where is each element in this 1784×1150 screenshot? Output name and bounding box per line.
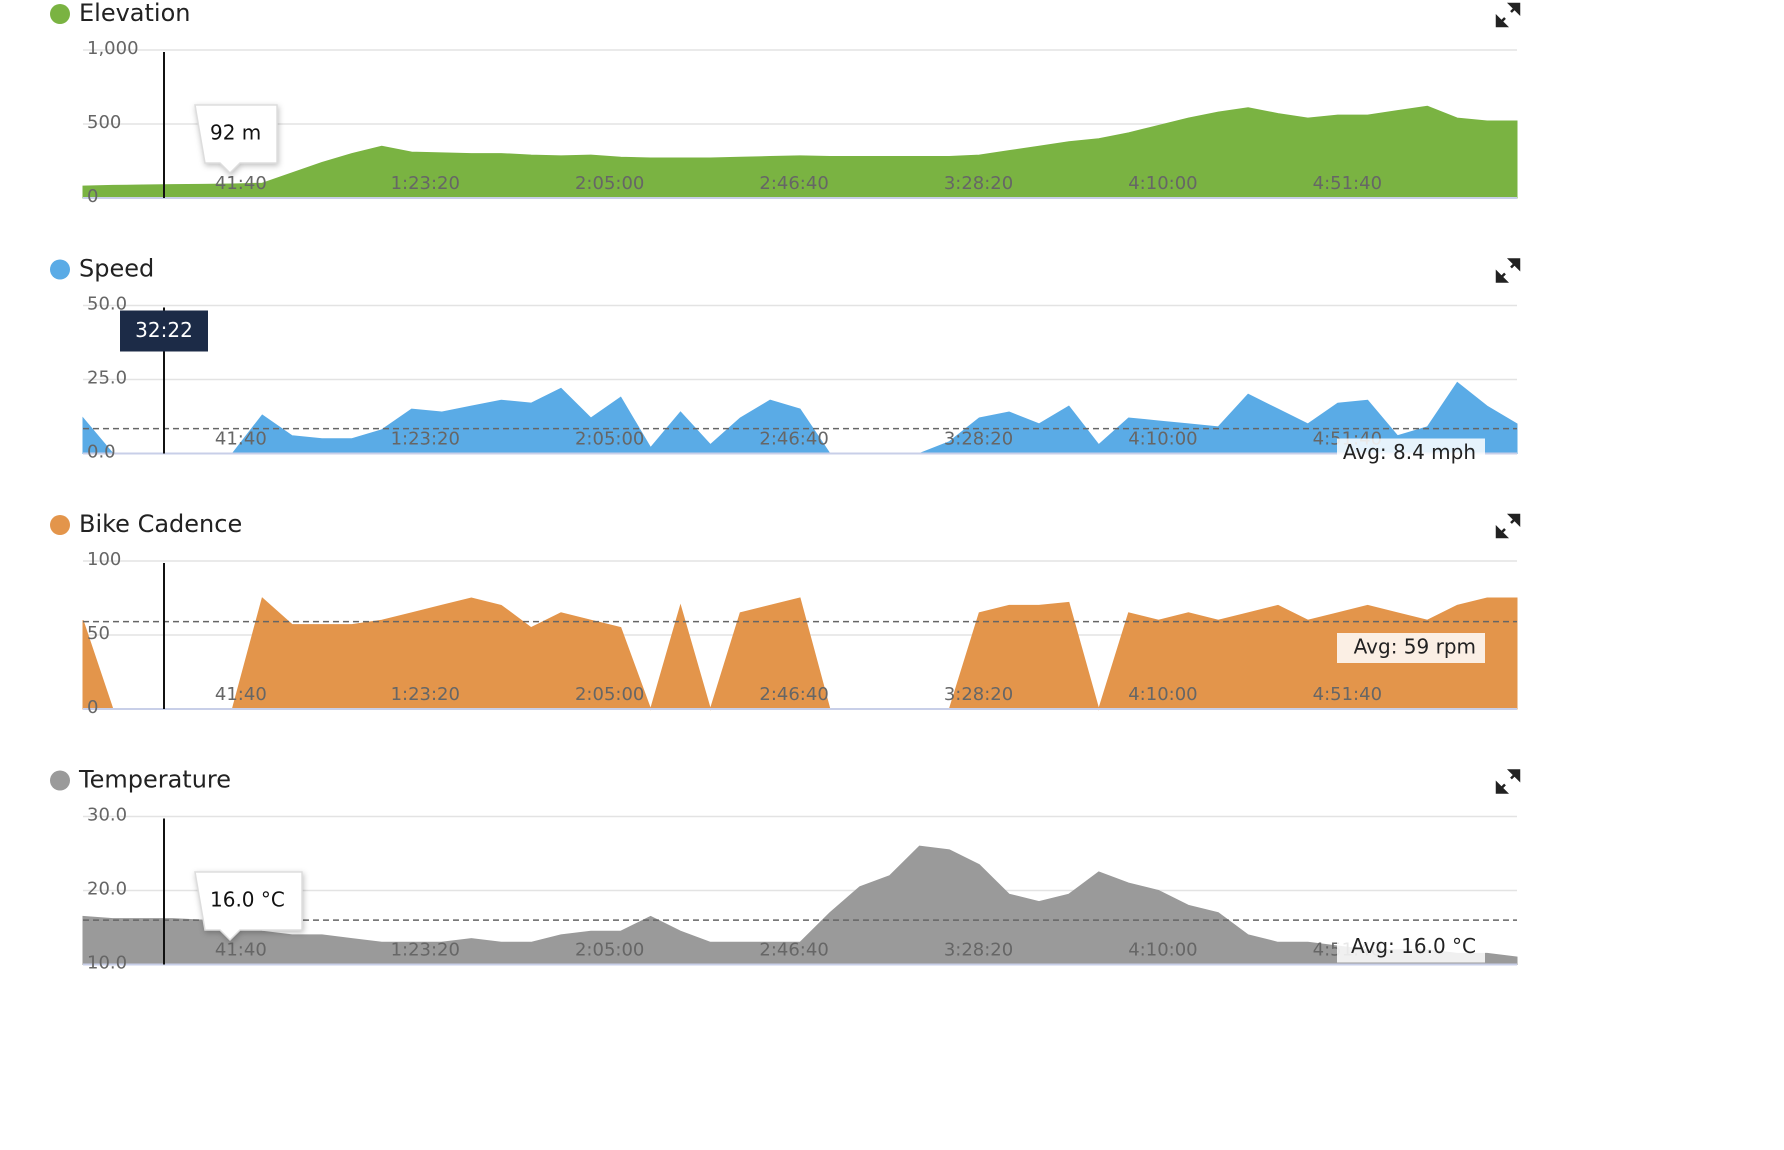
chart-title: Bike Cadence [79,510,242,538]
y-tick-label: 25.0 [87,368,127,389]
y-tick-label: 10.0 [87,953,127,974]
y-tick-label: 0.0 [87,442,116,463]
x-tick-label: 4:10:00 [1128,940,1197,961]
average-label-bg [1337,438,1485,469]
expand-button[interactable] [1495,2,1521,28]
area [82,381,1518,454]
expand-button[interactable] [1495,513,1521,539]
x-tick-label: 41:40 [215,684,267,705]
expand-button[interactable] [1495,258,1521,283]
x-tick-label: 4:10:00 [1128,684,1197,705]
series-dot [50,259,70,280]
x-tick-label: 2:05:00 [575,684,644,705]
x-tick-label: 4:10:00 [1128,173,1197,194]
chart-title: Temperature [78,766,231,794]
x-tick-label: 1:23:20 [391,684,460,705]
chart-title: Speed [79,255,154,283]
average-label: Avg: 16.0 °C [1351,934,1476,958]
x-tick-label: 41:40 [215,173,267,194]
area [82,597,1518,711]
y-tick-label: 100 [87,549,121,570]
y-tick-label: 50 [87,623,110,644]
expand-button[interactable] [1495,769,1521,794]
x-tick-label: 4:51:40 [1313,173,1382,194]
series-dot [50,770,70,791]
series-dot [50,515,70,535]
y-tick-label: 50.0 [87,294,127,315]
x-tick-label: 41:40 [215,940,267,961]
x-tick-label: 2:46:40 [759,940,828,961]
x-tick-label: 2:46:40 [759,173,828,194]
x-tick-label: 4:10:00 [1128,429,1197,450]
x-tick-label: 4:51:40 [1313,684,1382,705]
tooltip-box [120,310,208,352]
average-label-bg [1337,932,1485,963]
x-tick-label: 3:28:20 [944,173,1013,194]
x-tick-label: 2:05:00 [575,940,644,961]
y-tick-label: 30.0 [87,805,127,826]
expand-icon [1495,513,1521,539]
y-tick-label: 20.0 [87,879,127,900]
x-tick-label: 2:46:40 [759,684,828,705]
chart-title: Elevation [79,0,190,27]
x-tick-label: 1:23:20 [391,940,460,961]
area [82,845,1518,965]
x-tick-label: 2:46:40 [759,429,828,450]
tooltip-text: 16.0 °C [210,888,285,912]
x-tick-label: 1:23:20 [391,429,460,450]
tooltip-box [194,104,278,175]
tooltip-text: 92 m [210,121,261,145]
expand-icon [1495,2,1521,28]
x-tick-label: 3:28:20 [944,429,1013,450]
expand-icon [1495,769,1521,794]
series-dot [50,4,70,24]
y-tick-label: 0 [87,186,98,207]
average-label: Avg: 8.4 mph [1343,440,1476,464]
expand-icon [1495,258,1521,283]
x-tick-label: 3:28:20 [944,940,1013,961]
x-tick-label: 2:05:00 [575,173,644,194]
area [82,105,1518,199]
y-tick-label: 500 [87,112,121,133]
x-tick-label: 1:23:20 [391,173,460,194]
y-tick-label: 1,000 [87,38,139,59]
x-tick-label: 3:28:20 [944,684,1013,705]
tooltip-box [194,871,303,942]
average-label-bg [1337,633,1485,663]
y-tick-label: 0 [87,697,98,718]
x-tick-label: 2:05:00 [575,429,644,450]
average-label: Avg: 59 rpm [1354,635,1476,659]
tooltip-text: 32:22 [135,318,193,342]
x-tick-label: 41:40 [215,429,267,450]
